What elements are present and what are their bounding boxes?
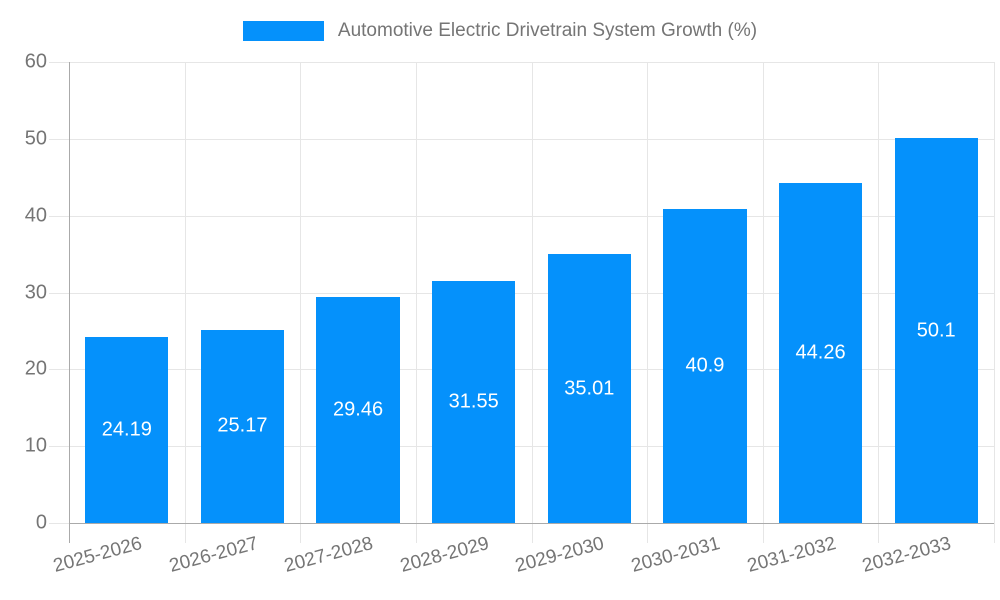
legend: Automotive Electric Drivetrain System Gr…	[0, 20, 1000, 42]
bar-value-label: 40.9	[685, 354, 725, 377]
y-axis-label: 50	[24, 127, 47, 150]
bar	[432, 280, 516, 523]
x-axis-line	[69, 523, 994, 524]
bar	[316, 296, 400, 523]
x-axis-label: 2029-2030	[513, 533, 607, 577]
y-axis-label: 0	[35, 511, 47, 534]
x-axis-label: 2031-2032	[744, 533, 838, 577]
bar	[200, 329, 285, 523]
gridline-vertical	[647, 62, 649, 543]
gridline-vertical	[415, 62, 417, 543]
y-axis-label: 30	[24, 281, 47, 303]
gridline-vertical	[531, 62, 533, 543]
bar-value-label: 50.1	[916, 319, 956, 342]
y-axis-tick	[49, 523, 69, 524]
x-axis-label: 2025-2026	[51, 533, 145, 577]
bar	[547, 254, 631, 523]
bar-value-label: 44.26	[795, 341, 846, 364]
bar-value-label: 29.46	[333, 398, 384, 421]
bar-value-label: 31.55	[448, 390, 499, 413]
y-axis-line	[69, 62, 70, 543]
bar	[778, 182, 863, 523]
gridline-vertical	[300, 62, 302, 543]
x-axis-label: 2030-2031	[629, 533, 723, 577]
y-axis-label: 10	[24, 434, 47, 457]
y-axis-tick	[49, 292, 69, 294]
x-axis-label: 2027-2028	[282, 533, 376, 577]
y-axis-tick	[49, 446, 69, 448]
chart-title: Automotive Electric Drivetrain System Gr…	[337, 20, 758, 41]
x-axis-label: 2028-2029	[397, 533, 492, 577]
plot-area: 0 10 20 30 40 50 60 24.19 2025-2026 25.17 2026-202…	[25, 51, 995, 577]
bar	[85, 337, 169, 523]
y-axis-tick	[49, 138, 69, 140]
bar-value-label: 25.17	[217, 414, 268, 437]
y-axis-tick	[49, 215, 69, 217]
gridline-vertical	[878, 62, 880, 543]
bar-value-label: 35.01	[564, 377, 615, 399]
y-axis-label: 20	[24, 357, 47, 380]
bar	[663, 208, 747, 523]
x-axis-label: 2026-2027	[166, 533, 260, 577]
bar-value-label: 24.19	[101, 418, 152, 441]
y-axis-label: 60	[24, 50, 47, 73]
x-axis-label: 2032-2033	[860, 533, 954, 577]
legend-swatch	[242, 21, 324, 41]
gridline-vertical	[762, 62, 764, 543]
y-axis-label: 40	[24, 204, 47, 227]
bar	[894, 138, 978, 523]
y-axis-tick	[49, 62, 69, 63]
gridline-vertical	[994, 62, 995, 543]
y-axis-tick	[49, 369, 69, 371]
gridline-vertical	[184, 62, 186, 543]
